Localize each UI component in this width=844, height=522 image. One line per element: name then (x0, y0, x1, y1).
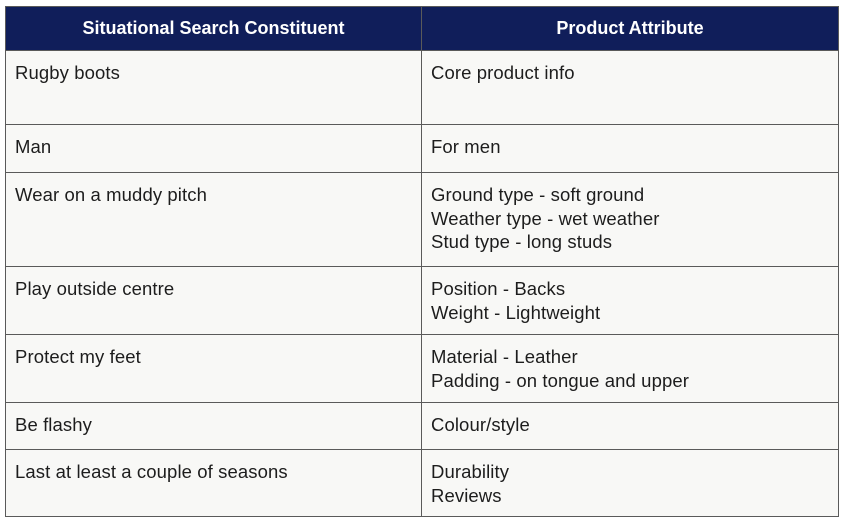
constituent-cell: Play outside centre (5, 266, 422, 335)
header-attribute: Product Attribute (421, 6, 839, 51)
table-row: Man For men (5, 124, 839, 173)
header-row: Situational Search Constituent Product A… (5, 6, 839, 51)
attribute-cell: Durability Reviews (421, 449, 839, 517)
attribute-line: Durability (431, 461, 510, 482)
attribute-line: Reviews (431, 484, 502, 506)
constituent-cell: Last at least a couple of seasons (5, 449, 422, 517)
attribute-line: Core product info (431, 62, 575, 83)
header-constituent: Situational Search Constituent (5, 6, 422, 51)
attribute-cell: Position - Backs Weight - Lightweight (421, 266, 839, 335)
attribute-cell: Core product info (421, 50, 839, 125)
constituent-cell: Protect my feet (5, 334, 422, 403)
attribute-line: Ground type - soft ground (431, 184, 645, 205)
constituent-cell: Man (5, 124, 422, 173)
constituent-cell: Rugby boots (5, 50, 422, 125)
attribute-line: Colour/style (431, 414, 530, 435)
attribute-line: Weight - Lightweight (431, 301, 601, 323)
attribute-cell: Ground type - soft ground Weather type -… (421, 172, 839, 267)
attribute-line: Padding - on tongue and upper (431, 369, 689, 391)
table-row: Rugby boots Core product info (5, 50, 839, 125)
table-row: Last at least a couple of seasons Durabi… (5, 449, 839, 517)
constituent-cell: Wear on a muddy pitch (5, 172, 422, 267)
attribute-cell: Colour/style (421, 402, 839, 450)
table-row: Protect my feet Material - Leather Paddi… (5, 334, 839, 403)
attribute-line: Stud type - long studs (431, 231, 613, 252)
attribute-line: For men (431, 136, 501, 157)
attribute-line: Position - Backs (431, 278, 566, 299)
attribute-cell: For men (421, 124, 839, 173)
table-row: Wear on a muddy pitch Ground type - soft… (5, 172, 839, 267)
table-row: Be flashy Colour/style (5, 402, 839, 450)
attribute-cell: Material - Leather Padding - on tongue a… (421, 334, 839, 403)
table-row: Play outside centre Position - Backs Wei… (5, 266, 839, 335)
mapping-table: Situational Search Constituent Product A… (5, 6, 839, 517)
attribute-line: Material - Leather (431, 346, 578, 367)
attribute-line: Weather type - wet weather (431, 207, 660, 229)
constituent-cell: Be flashy (5, 402, 422, 450)
